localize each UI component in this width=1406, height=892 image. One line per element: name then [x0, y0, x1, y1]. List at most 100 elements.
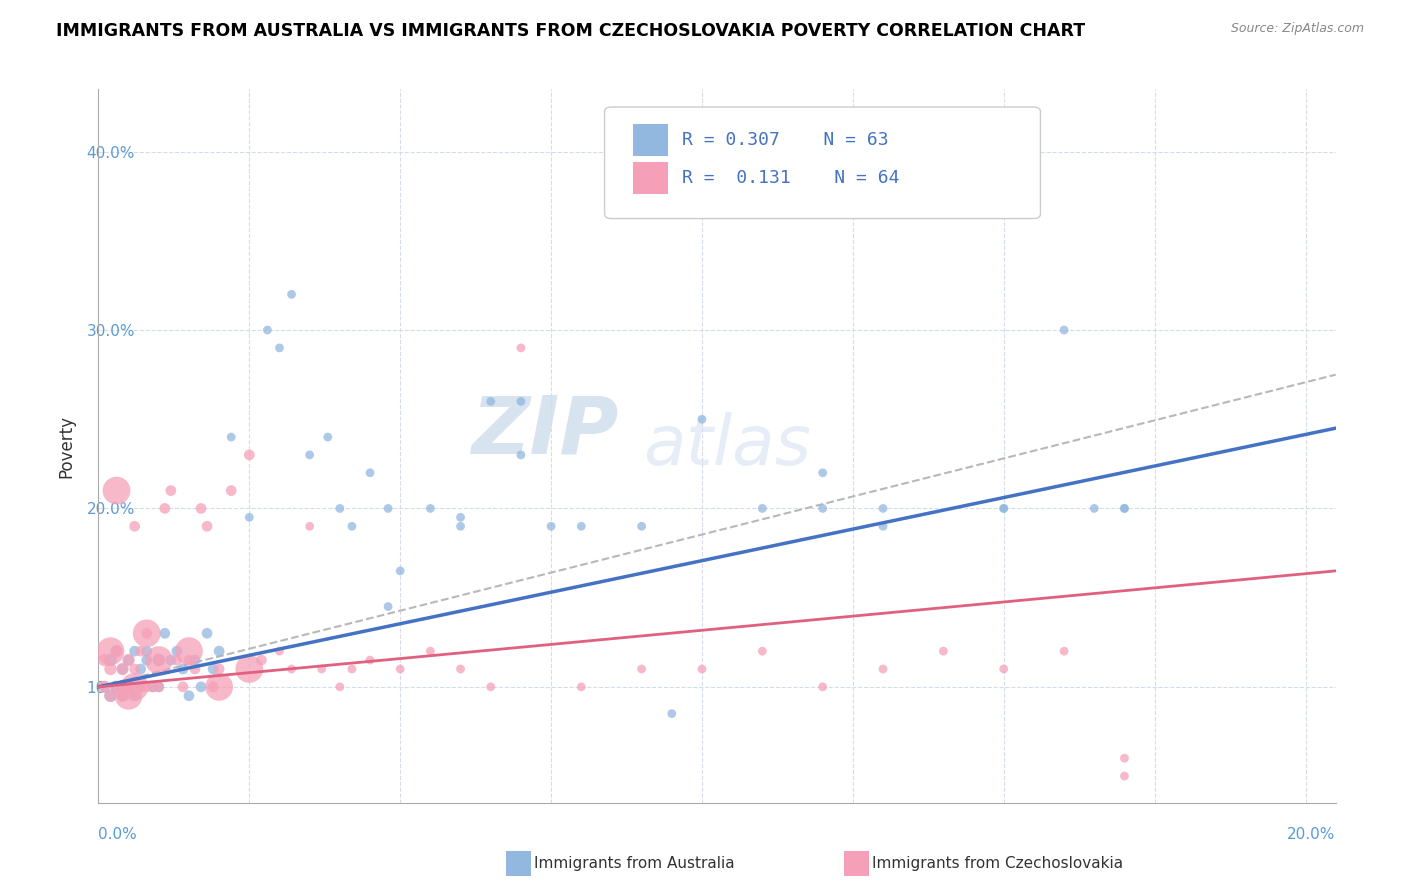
Text: 0.0%: 0.0% [98, 827, 138, 841]
Point [135, 644, 157, 658]
Text: Source: ZipAtlas.com: Source: ZipAtlas.com [1230, 22, 1364, 36]
Point [111, 689, 134, 703]
Point [100, 653, 122, 667]
Point [329, 501, 352, 516]
Point [219, 430, 242, 444]
Point [690, 662, 713, 676]
Point [238, 662, 260, 676]
Text: R = 0.307    N = 63: R = 0.307 N = 63 [682, 131, 889, 149]
Y-axis label: Poverty: Poverty [58, 415, 76, 477]
Point [208, 644, 231, 658]
Point [450, 519, 472, 533]
Point [569, 519, 592, 533]
Point [993, 501, 1015, 516]
Point [256, 323, 278, 337]
Point [1114, 501, 1136, 516]
Point [172, 662, 194, 676]
Point [811, 501, 834, 516]
Point [993, 501, 1015, 516]
Point [419, 644, 441, 658]
Point [509, 448, 531, 462]
Point [872, 519, 894, 533]
Text: IMMIGRANTS FROM AUSTRALIA VS IMMIGRANTS FROM CZECHOSLOVAKIA POVERTY CORRELATION : IMMIGRANTS FROM AUSTRALIA VS IMMIGRANTS … [56, 22, 1085, 40]
Point [811, 466, 834, 480]
Point [329, 680, 352, 694]
Point [142, 680, 165, 694]
Point [129, 644, 152, 658]
Point [148, 653, 170, 667]
Point [479, 394, 502, 409]
Point [105, 680, 128, 694]
Point [872, 501, 894, 516]
Point [105, 483, 128, 498]
Point [630, 519, 652, 533]
Point [184, 662, 207, 676]
Point [238, 510, 260, 524]
Point [269, 341, 291, 355]
Point [280, 662, 302, 676]
Point [340, 519, 363, 533]
Point [177, 653, 200, 667]
Point [569, 680, 592, 694]
Point [509, 394, 531, 409]
Point [1114, 501, 1136, 516]
Point [389, 564, 412, 578]
Point [316, 430, 339, 444]
Point [148, 680, 170, 694]
Text: atlas: atlas [643, 412, 811, 480]
Point [93, 680, 115, 694]
Point [111, 662, 134, 676]
Point [129, 662, 152, 676]
Point [690, 412, 713, 426]
Point [135, 680, 157, 694]
Point [148, 653, 170, 667]
Point [661, 706, 683, 721]
Point [184, 653, 207, 667]
Point [509, 341, 531, 355]
Point [124, 644, 146, 658]
Point [1053, 323, 1076, 337]
Point [124, 689, 146, 703]
Point [111, 689, 134, 703]
Point [153, 501, 176, 516]
Point [1114, 751, 1136, 765]
Point [195, 519, 218, 533]
Point [124, 680, 146, 694]
Point [419, 501, 441, 516]
Point [100, 689, 122, 703]
Text: Immigrants from Czechoslovakia: Immigrants from Czechoslovakia [872, 856, 1123, 871]
Point [105, 644, 128, 658]
Point [160, 653, 183, 667]
Point [142, 680, 165, 694]
Point [100, 644, 122, 658]
Point [208, 680, 231, 694]
Point [932, 644, 955, 658]
Point [129, 680, 152, 694]
Point [450, 510, 472, 524]
Point [630, 662, 652, 676]
Point [751, 501, 773, 516]
Point [93, 653, 115, 667]
Point [359, 653, 381, 667]
Point [208, 662, 231, 676]
Point [269, 644, 291, 658]
Point [250, 653, 273, 667]
Point [751, 644, 773, 658]
Point [298, 519, 321, 533]
Point [190, 501, 212, 516]
Text: Immigrants from Australia: Immigrants from Australia [534, 856, 735, 871]
Point [105, 680, 128, 694]
Point [124, 662, 146, 676]
Text: ZIP: ZIP [471, 392, 619, 471]
Point [166, 653, 188, 667]
Point [219, 483, 242, 498]
Point [124, 519, 146, 533]
Point [377, 501, 399, 516]
Point [359, 466, 381, 480]
Point [117, 680, 139, 694]
Point [389, 662, 412, 676]
Point [129, 680, 152, 694]
Point [1083, 501, 1105, 516]
Point [117, 689, 139, 703]
Point [540, 519, 562, 533]
